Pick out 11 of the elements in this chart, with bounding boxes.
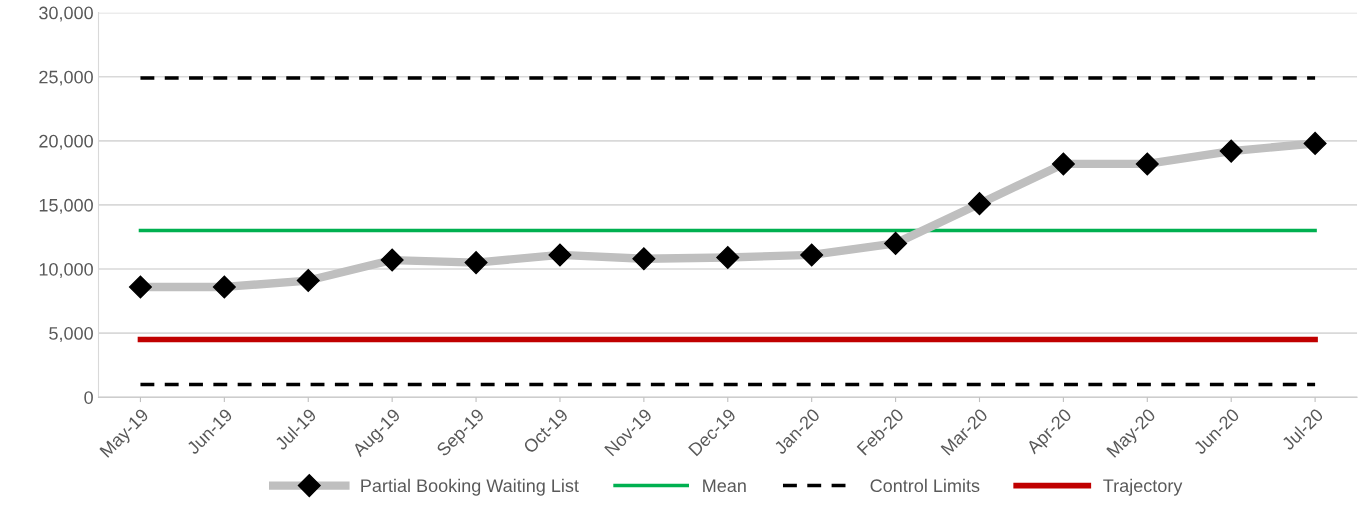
legend-label: Mean bbox=[703, 479, 746, 493]
y-tick-label: 30,000 bbox=[39, 6, 93, 22]
y-tick-label: 25,000 bbox=[39, 70, 93, 86]
y-tick-label: 15,000 bbox=[39, 198, 93, 214]
legend-label: Trajectory bbox=[1103, 478, 1183, 496]
y-tick-label: 10,000 bbox=[39, 262, 93, 278]
y-tick-label: 5,000 bbox=[49, 327, 93, 342]
legend-label: Partial Booking Waiting List bbox=[361, 478, 579, 496]
y-tick-label: 20,000 bbox=[39, 134, 93, 150]
y-tick-label: 0 bbox=[84, 391, 93, 404]
legend-label: Control Limits bbox=[870, 478, 980, 493]
